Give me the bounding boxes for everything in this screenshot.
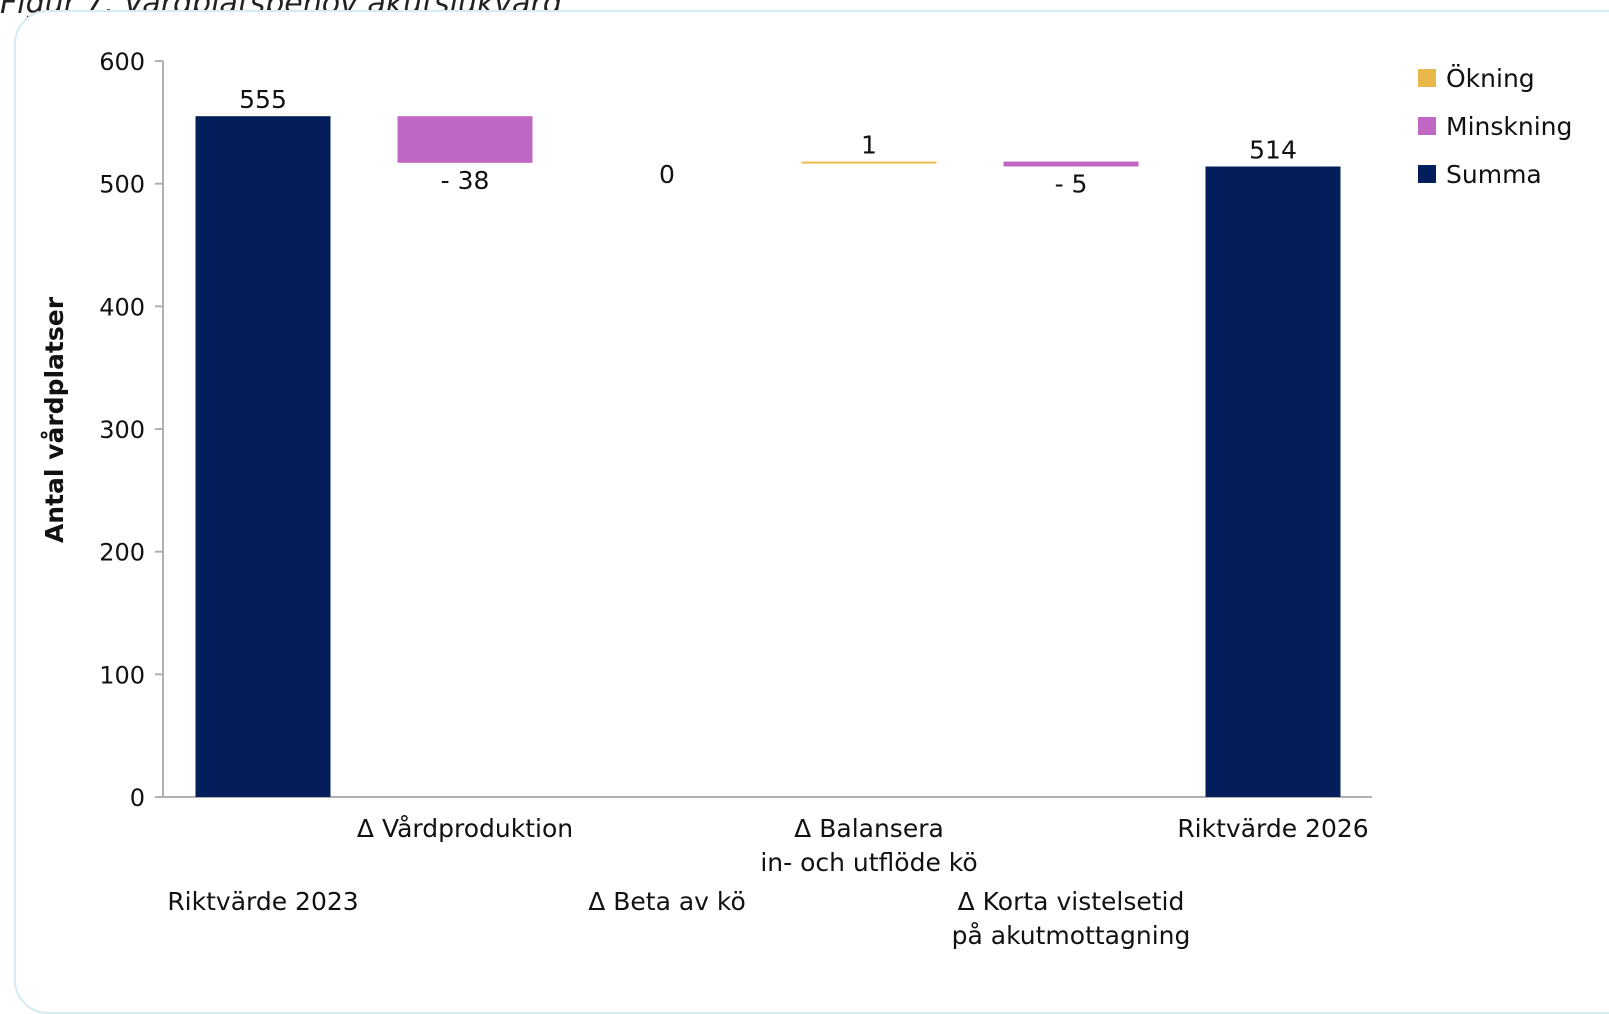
bar-total xyxy=(1205,166,1341,797)
y-tick-label: 100 xyxy=(99,661,145,689)
category-labels: Riktvärde 2023 Δ Vårdproduktion Δ Beta av … xyxy=(167,814,1368,950)
y-axis-label: Antal vårdplatser xyxy=(40,296,69,543)
category-label: Riktvärde 2023 xyxy=(167,887,358,916)
y-tick-label: 300 xyxy=(99,416,145,444)
data-label: 0 xyxy=(659,160,675,189)
bar-decrease xyxy=(1003,161,1139,167)
category-label: Δ Beta av kö xyxy=(588,887,746,916)
data-label: 514 xyxy=(1249,135,1297,164)
category-label: in- och utflöde kö xyxy=(760,848,977,877)
category-label: Δ Korta vistelsetid xyxy=(958,887,1185,916)
legend: Ökning Minskning Summa xyxy=(1418,64,1572,189)
data-label: 555 xyxy=(239,85,287,114)
legend-label: Minskning xyxy=(1446,112,1572,141)
data-label: - 5 xyxy=(1055,169,1088,198)
category-label: på akutmottagning xyxy=(952,921,1191,950)
bar-total xyxy=(195,116,331,797)
y-tick-label: 200 xyxy=(99,539,145,567)
data-labels: 555 - 38 0 1 - 5 514 xyxy=(239,85,1297,198)
y-tick-label: 500 xyxy=(99,171,145,199)
axes: 0 100 200 300 400 500 600 xyxy=(99,48,1372,812)
data-label: - 38 xyxy=(441,166,490,195)
bars xyxy=(195,116,1341,797)
category-label: Δ Vårdproduktion xyxy=(357,814,573,843)
y-tick-label: 600 xyxy=(99,48,145,76)
data-label: 1 xyxy=(861,131,877,160)
legend-swatch xyxy=(1418,117,1436,135)
bar-increase xyxy=(801,161,937,164)
category-label: Riktvärde 2026 xyxy=(1177,814,1368,843)
legend-label: Ökning xyxy=(1446,64,1535,93)
category-label: Δ Balansera xyxy=(794,814,944,843)
legend-label: Summa xyxy=(1446,160,1542,189)
y-tick-label: 0 xyxy=(130,784,145,812)
legend-swatch xyxy=(1418,69,1436,87)
waterfall-chart: Antal vårdplatser 0 100 200 300 400 500 600 55… xyxy=(40,48,1572,950)
bar-decrease xyxy=(397,116,533,163)
legend-swatch xyxy=(1418,165,1436,183)
y-tick-label: 400 xyxy=(99,293,145,321)
